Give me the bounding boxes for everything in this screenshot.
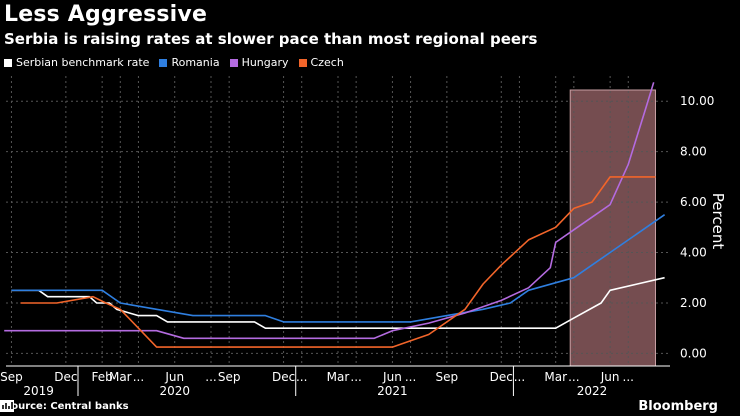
legend-swatch-serbia (4, 58, 12, 67)
highlight-band-2022 (569, 89, 656, 367)
legend-label-serbia: Serbian benchmark rate (16, 56, 150, 69)
x-tick-label: ... (514, 370, 525, 384)
x-tick-label: Mar (327, 370, 350, 384)
legend-item-czech: Czech (298, 56, 344, 69)
series-line-serbian-benchmark-rate (11, 276, 665, 329)
x-tick-label: ... (133, 370, 144, 384)
x-tick-label: Jun (600, 370, 620, 384)
series-line-hungary (4, 82, 655, 340)
x-tick-label: ... (350, 370, 361, 384)
x-year-label: 2020 (159, 384, 190, 398)
x-tick-label: Mar (544, 370, 567, 384)
x-year-label: 2019 (23, 384, 54, 398)
x-tick-label: Sep (0, 370, 23, 384)
y-tick-label: 2.00 (680, 296, 707, 310)
chart-subtitle: Serbia is raising rates at slower pace t… (4, 30, 538, 48)
legend-item-hungary: Hungary (229, 56, 289, 69)
y-axis-title: Percent (709, 193, 727, 250)
x-tick-label: Mar (109, 370, 132, 384)
x-tick-label: ... (405, 370, 416, 384)
legend-label-hungary: Hungary (241, 56, 289, 69)
y-tick-label: 6.00 (680, 195, 707, 209)
x-tick-label: Sep (218, 370, 241, 384)
bloomberg-terminal-icon (0, 400, 14, 412)
x-tick-label: ... (623, 370, 634, 384)
x-year-label: 2021 (377, 384, 408, 398)
x-tick-label: Dec (490, 370, 513, 384)
legend-item-romania: Romania (159, 56, 220, 69)
bloomberg-logo: Bloomberg (638, 399, 718, 414)
y-tick-label: 4.00 (680, 246, 707, 260)
legend-swatch-romania (159, 58, 168, 67)
legend-swatch-hungary (229, 58, 238, 67)
x-tick-label: Feb (92, 370, 113, 384)
x-tick-label: Dec (272, 370, 295, 384)
x-tick-label: Jun (164, 370, 184, 384)
legend-label-romania: Romania (171, 56, 220, 69)
x-tick-label: ... (568, 370, 579, 384)
x-tick-label: Jun (382, 370, 402, 384)
x-year-label: 2022 (577, 384, 608, 398)
x-tick-label: ... (296, 370, 307, 384)
y-tick-label: 10.00 (680, 94, 714, 108)
legend-swatch-czech (298, 58, 307, 67)
legend: Serbian benchmark rate Romania Hungary C… (4, 56, 344, 69)
series-line-romania (11, 214, 666, 323)
y-tick-label: 8.00 (680, 145, 707, 159)
x-tick-label: Dec (54, 370, 77, 384)
x-tick-label: Sep (436, 370, 459, 384)
legend-label-czech: Czech (310, 56, 344, 69)
chart-title: Less Aggressive (4, 2, 208, 27)
line-chart: 0.00 2.00 4.00 6.00 8.00 10.00 Percent Sep Dec Fe… (0, 76, 727, 398)
y-tick-label: 0.00 (680, 346, 707, 360)
legend-item-serbia: Serbian benchmark rate (4, 56, 149, 69)
series-line-czech (20, 176, 656, 348)
source-note: Source: Central banks (4, 401, 129, 412)
x-tick-label: ... (205, 370, 216, 384)
